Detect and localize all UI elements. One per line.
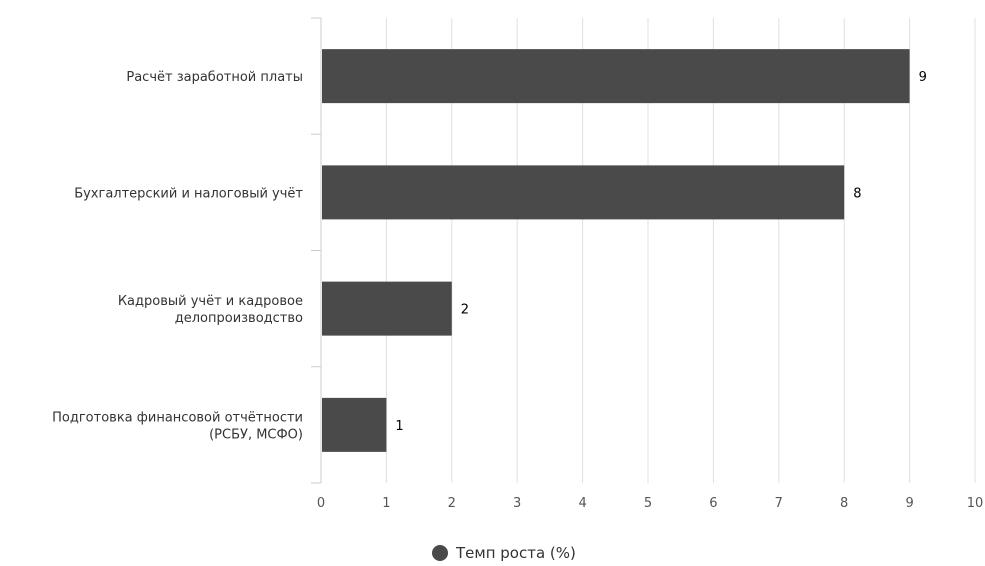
x-tick-label: 9 bbox=[905, 496, 913, 511]
x-tick-label: 6 bbox=[709, 496, 717, 511]
legend[interactable]: Темп роста (%) bbox=[432, 544, 576, 562]
bar[interactable] bbox=[322, 165, 845, 220]
x-tick-label: 7 bbox=[775, 496, 783, 511]
bar[interactable] bbox=[322, 397, 387, 452]
category-label: делопроизводство bbox=[175, 311, 303, 326]
bar[interactable] bbox=[322, 49, 910, 104]
x-tick-label: 10 bbox=[967, 496, 984, 511]
category-label: (РСБУ, МСФО) bbox=[209, 427, 303, 442]
x-tick-label: 5 bbox=[644, 496, 652, 511]
data-label: 1 bbox=[395, 419, 403, 434]
legend-marker-icon[interactable] bbox=[432, 545, 448, 561]
category-label: Бухгалтерский и налоговый учёт bbox=[74, 186, 303, 201]
x-tick-label: 0 bbox=[317, 496, 325, 511]
bars bbox=[322, 49, 910, 452]
legend-label[interactable]: Темп роста (%) bbox=[455, 544, 576, 562]
data-label: 2 bbox=[461, 303, 469, 318]
labels: 0 1 2 3 4 5 6 7 8 9 10 9 Расчёт заработной платы 8 Бух… bbox=[52, 70, 983, 511]
data-label: 9 bbox=[919, 70, 927, 85]
bar[interactable] bbox=[322, 281, 452, 336]
x-tick-label: 2 bbox=[448, 496, 456, 511]
x-tick-label: 3 bbox=[513, 496, 521, 511]
data-label: 8 bbox=[853, 186, 861, 201]
x-tick-label: 4 bbox=[578, 496, 586, 511]
x-tick-label: 1 bbox=[382, 496, 390, 511]
category-label: Подготовка финансовой отчётности bbox=[52, 410, 303, 425]
category-label: Расчёт заработной платы bbox=[126, 70, 303, 85]
axes bbox=[311, 17, 322, 484]
category-label: Кадровый учёт и кадровое bbox=[118, 294, 303, 309]
x-tick-label: 8 bbox=[840, 496, 848, 511]
